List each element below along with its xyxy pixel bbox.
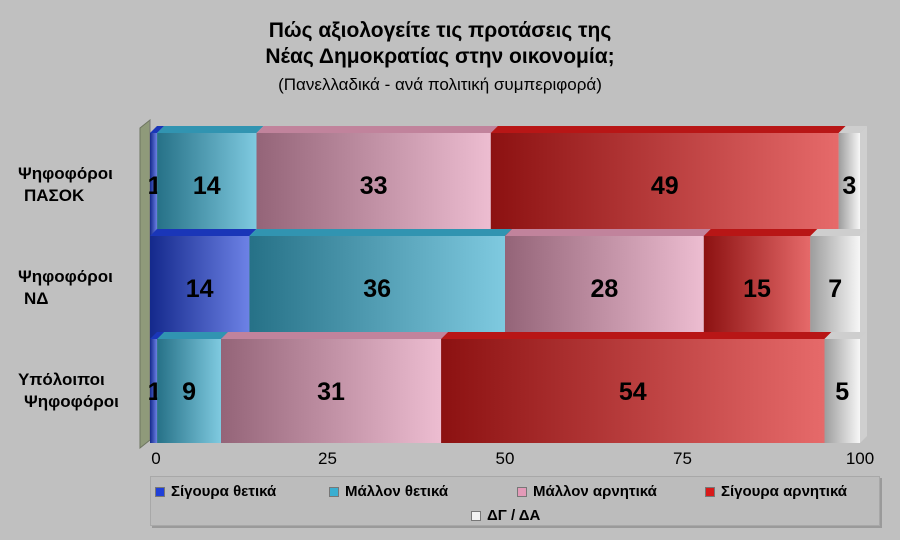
x-tick-label: 50: [496, 449, 515, 468]
legend-label: Σίγουρα θετικά: [171, 483, 277, 500]
data-label: 14: [193, 172, 221, 200]
bar-segment-top: [810, 229, 867, 236]
bar-side-face: [860, 229, 867, 340]
legend-swatch: [705, 487, 715, 498]
bar-segment: [824, 339, 860, 443]
legend-label: Σίγουρα αρνητικά: [721, 483, 848, 500]
bar-segment: [157, 339, 221, 443]
bar-segment-top: [157, 332, 228, 339]
legend-swatch: [471, 511, 481, 522]
bar-segment: [256, 133, 491, 237]
legend-swatch: [155, 487, 165, 498]
legend-swatch: [329, 487, 339, 498]
bar-segment: [150, 236, 250, 340]
bar-segment-top: [150, 332, 165, 339]
legend-swatch: [517, 487, 527, 498]
bar-segment-top: [490, 126, 846, 133]
chart-title-line-1: Πώς αξιολογείτε τις προτάσεις της: [268, 19, 612, 42]
x-tick-label: 25: [318, 449, 337, 468]
legend-label: Μάλλον αρνητικά: [533, 483, 657, 500]
bar-segment-top: [157, 126, 264, 133]
data-label: 7: [828, 275, 842, 303]
legend-item: Σίγουρα αρνητικά: [705, 483, 847, 500]
data-label: 33: [360, 172, 388, 200]
category-labels: Ψηφοφόροι ΠΑΣΟΚ Ψηφοφόροι ΝΔ Υπόλοιποι Ψηφοφό…: [18, 164, 119, 411]
bar-segment-top: [256, 126, 498, 133]
category-label: Ψηφοφόροι ΠΑΣΟΚ: [18, 164, 113, 205]
bar-segment: [810, 236, 860, 340]
bar-segment: [505, 236, 704, 340]
x-tick-label: 0: [151, 449, 160, 468]
data-label: 5: [835, 378, 849, 406]
chart-legend: Σίγουρα θετικά Μάλλον θετικά Μάλλον αρνητι…: [150, 476, 880, 526]
data-label: 54: [619, 378, 647, 406]
bar-segment-top: [505, 229, 711, 236]
data-label: 14: [186, 275, 214, 303]
legend-item: Μάλλον θετικά: [329, 483, 448, 500]
chart-title-line-2: Νέας Δημοκρατίας στην οικονομία;: [265, 45, 615, 68]
bar-segment: [490, 133, 839, 237]
bar-segment: [838, 133, 860, 237]
data-label: 36: [363, 275, 391, 303]
legend-item: Μάλλον αρνητικά: [517, 483, 657, 500]
bar-segment-top: [441, 332, 832, 339]
bar-side-face: [860, 332, 867, 443]
bar-segment: [157, 133, 257, 237]
bar-segment: [441, 339, 825, 443]
category-label: Υπόλοιποι Ψηφοφόροι: [18, 370, 119, 411]
bar-segment-top: [824, 332, 867, 339]
bar-segment-top: [838, 126, 867, 133]
x-tick-label: 75: [673, 449, 692, 468]
data-label: 15: [743, 275, 771, 303]
data-label: 49: [651, 172, 679, 200]
bars-layer: 1 14 33 49 314 36 28 15 71 9 31 54 5: [148, 126, 867, 443]
data-label: 3: [842, 172, 856, 200]
legend-item: ΔΓ / ΔΑ: [471, 507, 540, 524]
legend-item: Σίγουρα θετικά: [155, 483, 276, 500]
bar-segment-top: [703, 229, 818, 236]
bar-segment-top: [221, 332, 449, 339]
bar-segment-top: [150, 126, 165, 133]
bar-segment: [221, 339, 442, 443]
bar-segment: [703, 236, 811, 340]
data-label: 28: [590, 275, 618, 303]
bar-segment: [150, 339, 158, 443]
legend-label: ΔΓ / ΔΑ: [487, 507, 541, 524]
data-label: 9: [182, 378, 196, 406]
x-tick-label: 100: [846, 449, 874, 468]
bar-side-face: [860, 126, 867, 237]
chart-subtitle: (Πανελλαδικά - ανά πολιτική συμπεριφορά): [278, 75, 602, 94]
x-axis-ticks: 0 25 50 75 100: [151, 449, 874, 468]
data-label: 31: [317, 378, 345, 406]
bar-segment: [249, 236, 505, 340]
bar-segment-top: [150, 229, 257, 236]
category-label: Ψηφοφόροι ΝΔ: [18, 267, 113, 308]
bar-segment: [150, 133, 158, 237]
legend-label: Μάλλον θετικά: [345, 483, 449, 500]
bar-segment-top: [249, 229, 512, 236]
chart-title-block: Πώς αξιολογείτε τις προτάσεις της Νέας Δ…: [200, 18, 680, 98]
